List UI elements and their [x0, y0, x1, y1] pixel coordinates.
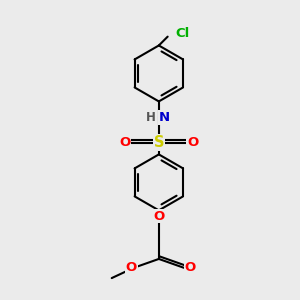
Text: O: O [187, 136, 198, 149]
Text: N: N [159, 111, 170, 124]
Text: O: O [153, 210, 164, 223]
Text: O: O [126, 261, 137, 274]
Text: S: S [154, 135, 164, 150]
Text: O: O [185, 261, 196, 274]
Text: H: H [146, 111, 155, 124]
Text: Cl: Cl [176, 27, 190, 40]
Text: O: O [119, 136, 130, 149]
